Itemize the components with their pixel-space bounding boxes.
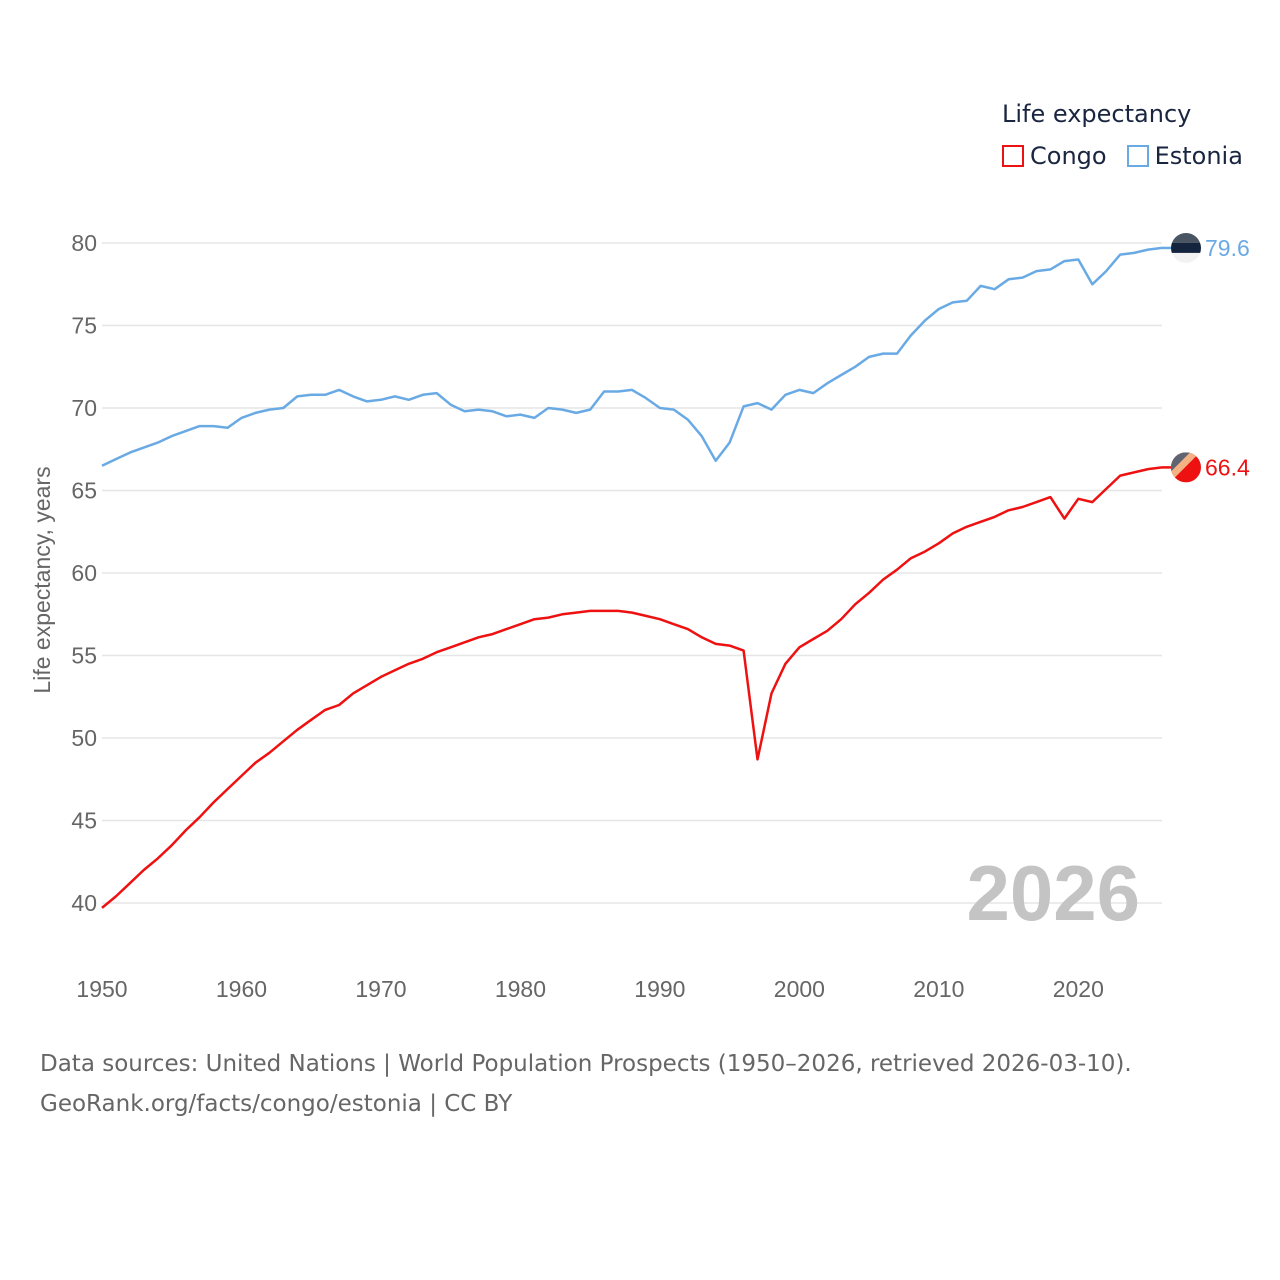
y-tick-label: 65 [71, 478, 97, 504]
footer-link[interactable]: GeoRank.org/facts/congo/estonia | CC BY [40, 1091, 513, 1117]
y-tick-label: 80 [71, 230, 97, 256]
series-line-congo [101, 466, 1163, 909]
y-tick-label: 75 [71, 313, 97, 339]
x-tick-label: 1950 [76, 976, 127, 1002]
end-markers: 66.4 79.6 [1162, 232, 1250, 483]
series-lines [101, 246, 1163, 909]
x-tick-label: 2020 [1053, 976, 1104, 1002]
x-tick-label: 2010 [913, 976, 964, 1002]
legend-swatch-congo [1002, 145, 1024, 167]
end-value-label-estonia: 79.6 [1205, 235, 1250, 261]
legend: Congo Estonia [1002, 142, 1243, 170]
x-tick-label: 1980 [495, 976, 546, 1002]
y-axis-label: Life expectancy, years [29, 466, 55, 693]
legend-title: Life expectancy [1002, 100, 1192, 128]
y-tick-label: 70 [71, 395, 97, 421]
gridlines [102, 242, 1162, 904]
x-tick-label: 1990 [634, 976, 685, 1002]
footer-sources: Data sources: United Nations | World Pop… [40, 1051, 1132, 1077]
footer: Data sources: United Nations | World Pop… [40, 1044, 1132, 1124]
legend-item-estonia[interactable]: Estonia [1126, 142, 1243, 170]
x-tick-label: 1960 [216, 976, 267, 1002]
flag-icon-estonia [1171, 232, 1201, 263]
x-tick-label: 2000 [774, 976, 825, 1002]
x-axis-ticks: 1950 1960 1970 1980 1990 2000 2010 2020 [76, 976, 1103, 1002]
year-watermark: 2026 [966, 849, 1140, 937]
y-tick-label: 45 [71, 808, 97, 834]
legend-swatch-estonia [1126, 145, 1149, 167]
legend-label-estonia: Estonia [1154, 142, 1243, 170]
y-axis-ticks: 40 45 50 55 60 65 70 75 80 [71, 230, 97, 916]
legend-item-congo[interactable]: Congo [1002, 142, 1107, 170]
legend-label-congo: Congo [1030, 142, 1107, 170]
y-tick-label: 40 [71, 890, 97, 916]
y-tick-label: 55 [71, 643, 97, 669]
y-tick-label: 50 [71, 725, 97, 751]
y-tick-label: 60 [71, 560, 97, 586]
end-value-label-congo: 66.4 [1205, 454, 1250, 480]
flag-icon-congo [1171, 452, 1201, 483]
series-line-estonia [101, 246, 1163, 467]
x-tick-label: 1970 [355, 976, 406, 1002]
